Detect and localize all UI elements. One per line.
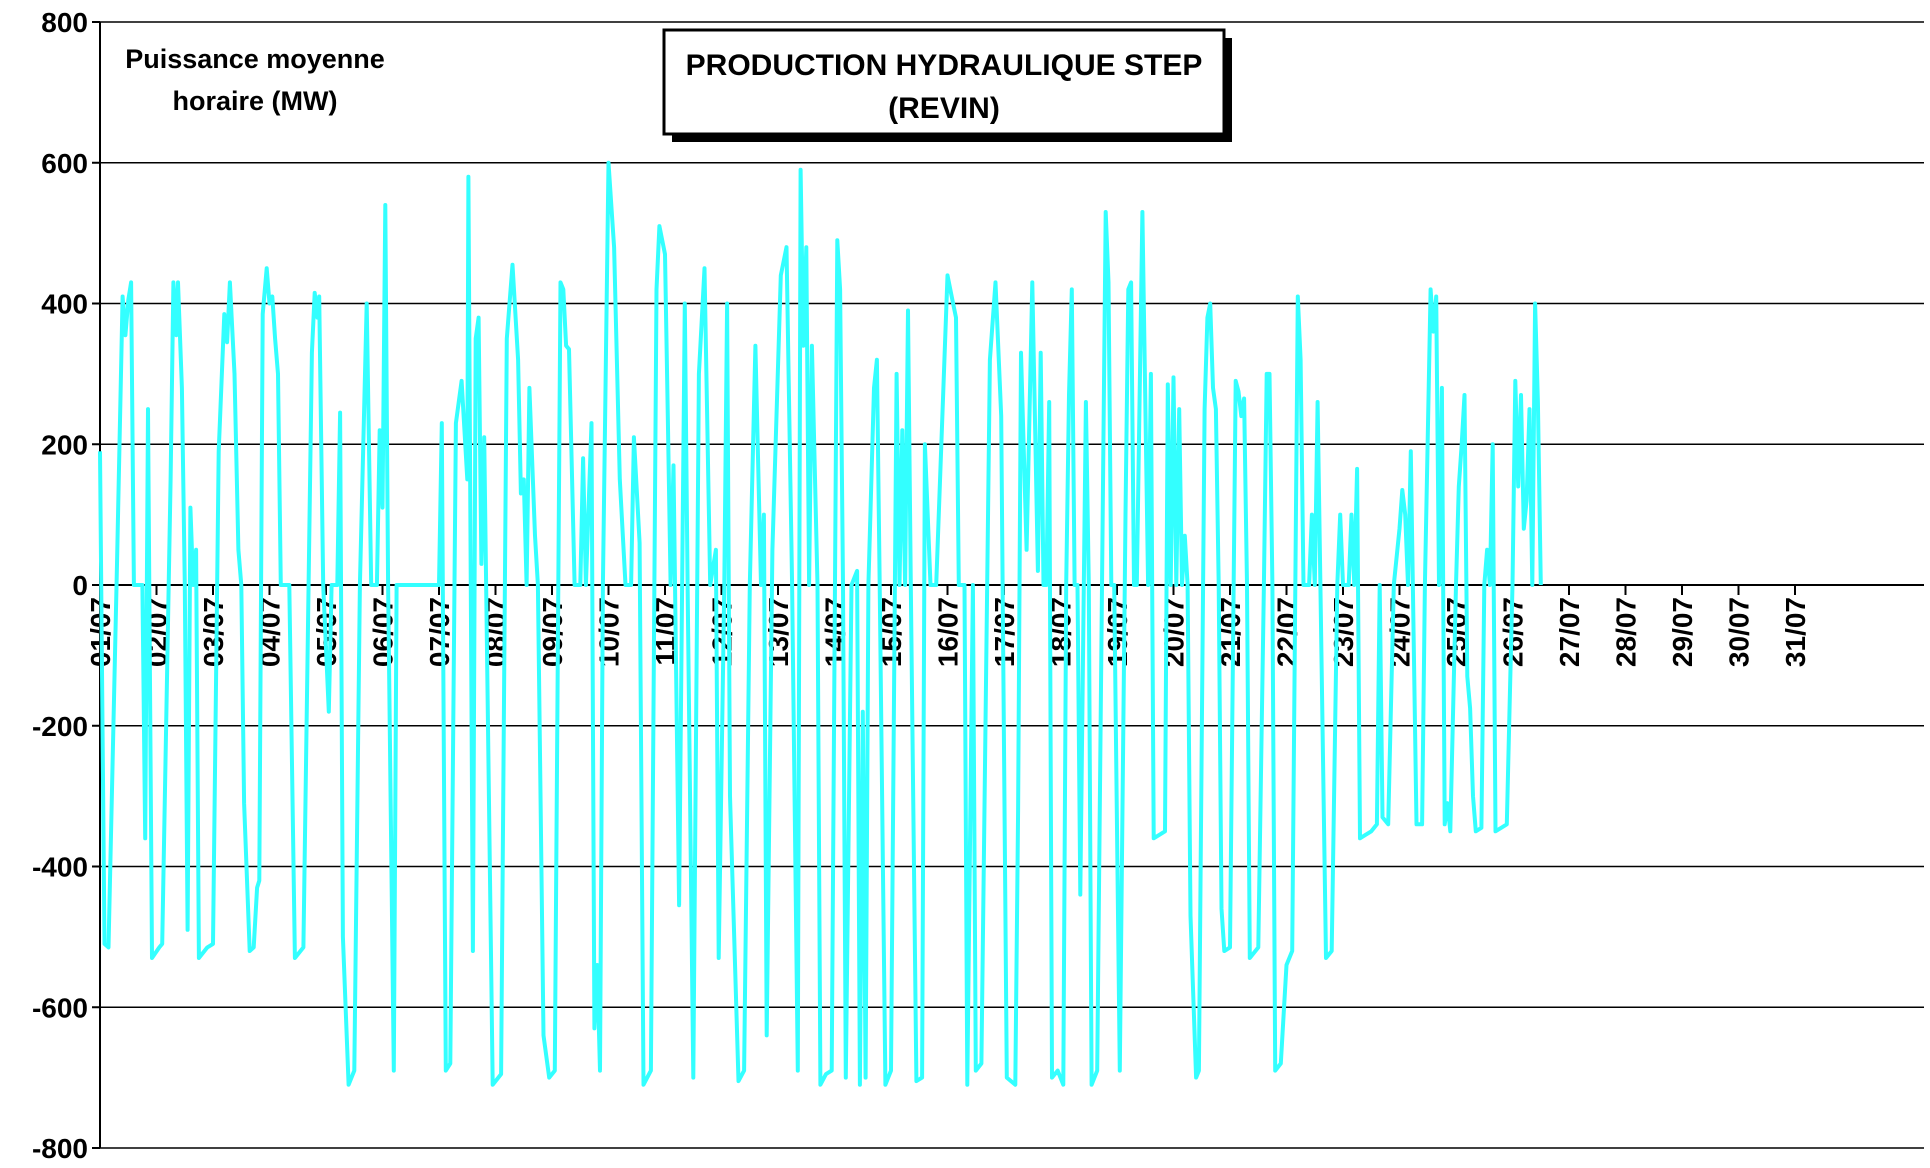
x-tick-label-18: 19/07 <box>1102 597 1133 667</box>
x-tick-label-26: 27/07 <box>1554 597 1585 667</box>
x-tick-labels: 01/07 02/07 03/07 04/07 05/07 06/07 07/07 08/07… <box>85 597 1811 667</box>
chart-title-line-2: (REVIN) <box>888 92 1000 125</box>
x-tick-label-9: 10/07 <box>594 597 625 667</box>
y-tick-label-7: -600 <box>32 992 88 1023</box>
series-line-0 <box>98 160 1543 1087</box>
y-tick-label-3: 200 <box>41 429 88 460</box>
x-tick-label-27: 28/07 <box>1611 597 1642 667</box>
chart-title-box: PRODUCTION HYDRAULIQUE STEP (REVIN) <box>662 28 1232 142</box>
x-tick-label-15: 16/07 <box>933 597 964 667</box>
x-tick-label-30: 31/07 <box>1780 597 1811 667</box>
title-box-frame <box>662 28 1226 136</box>
x-tick-label-21: 22/07 <box>1272 597 1303 667</box>
grid-lines <box>100 21 1924 1149</box>
y-tick-label-5: -200 <box>32 711 88 742</box>
y-tick-label-2: 400 <box>41 289 88 320</box>
y-axis-label-line-1: Puissance moyenne <box>125 44 385 74</box>
x-tick-label-2: 03/07 <box>198 597 229 667</box>
x-tick-label-29: 30/07 <box>1724 597 1755 667</box>
y-axis-label-line-2: horaire (MW) <box>173 86 338 116</box>
x-tick-label-23: 24/07 <box>1385 597 1416 667</box>
y-tick-label-4: 0 <box>72 570 88 601</box>
x-tick-label-6: 07/07 <box>424 597 455 667</box>
x-tick-label-5: 06/07 <box>368 597 399 667</box>
y-tick-label-1: 600 <box>41 148 88 179</box>
y-tick-labels: 800 600 400 200 0 -200 -400 -600 -800 <box>32 7 88 1164</box>
x-tick-label-12: 13/07 <box>763 597 794 667</box>
y-axis-label: Puissance moyenne horaire (MW) <box>125 44 385 116</box>
y-tick-label-0: 800 <box>41 7 88 38</box>
x-tick-label-8: 09/07 <box>537 597 568 667</box>
x-tick-label-22: 23/07 <box>1328 597 1359 667</box>
y-tick-label-6: -400 <box>32 852 88 883</box>
y-tick-label-8: -800 <box>32 1133 88 1164</box>
series <box>98 160 1543 1087</box>
chart-title-line-1: PRODUCTION HYDRAULIQUE STEP <box>686 49 1203 82</box>
x-tick-label-28: 29/07 <box>1667 597 1698 667</box>
x-tick-label-19: 20/07 <box>1159 597 1190 667</box>
axes <box>92 21 1924 1149</box>
